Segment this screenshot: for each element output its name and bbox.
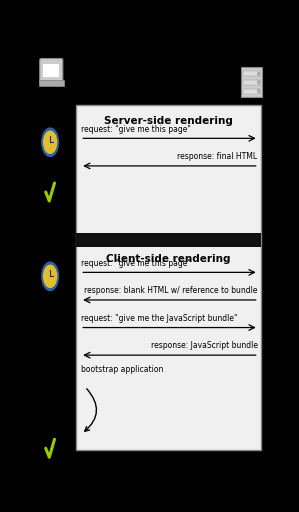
Text: request: "give me this page": request: "give me this page": [81, 259, 191, 268]
Bar: [241, 68, 262, 97]
Circle shape: [258, 72, 260, 75]
Text: response: final HTML: response: final HTML: [177, 152, 257, 161]
Text: request: "give me the JavaScript bundle": request: "give me the JavaScript bundle": [81, 314, 238, 323]
FancyArrowPatch shape: [85, 389, 97, 431]
Bar: [43, 63, 60, 77]
Bar: [243, 89, 260, 94]
Circle shape: [258, 90, 260, 93]
Text: request: "give me this page": request: "give me this page": [81, 124, 191, 134]
FancyBboxPatch shape: [40, 58, 63, 84]
Bar: [243, 71, 260, 76]
Text: bootstrap application: bootstrap application: [81, 365, 164, 374]
Bar: [76, 105, 261, 450]
Circle shape: [44, 131, 57, 153]
FancyBboxPatch shape: [39, 80, 64, 86]
Text: Client-side rendering: Client-side rendering: [106, 254, 231, 264]
Bar: [243, 80, 260, 85]
Circle shape: [42, 128, 59, 157]
Circle shape: [258, 81, 260, 84]
Circle shape: [42, 262, 59, 290]
Text: Server-side rendering: Server-side rendering: [104, 116, 233, 126]
Bar: [76, 233, 261, 247]
Text: response: JavaScript bundle: response: JavaScript bundle: [150, 342, 257, 350]
Circle shape: [44, 265, 57, 287]
Text: response: blank HTML w/ reference to bundle: response: blank HTML w/ reference to bun…: [84, 286, 257, 295]
